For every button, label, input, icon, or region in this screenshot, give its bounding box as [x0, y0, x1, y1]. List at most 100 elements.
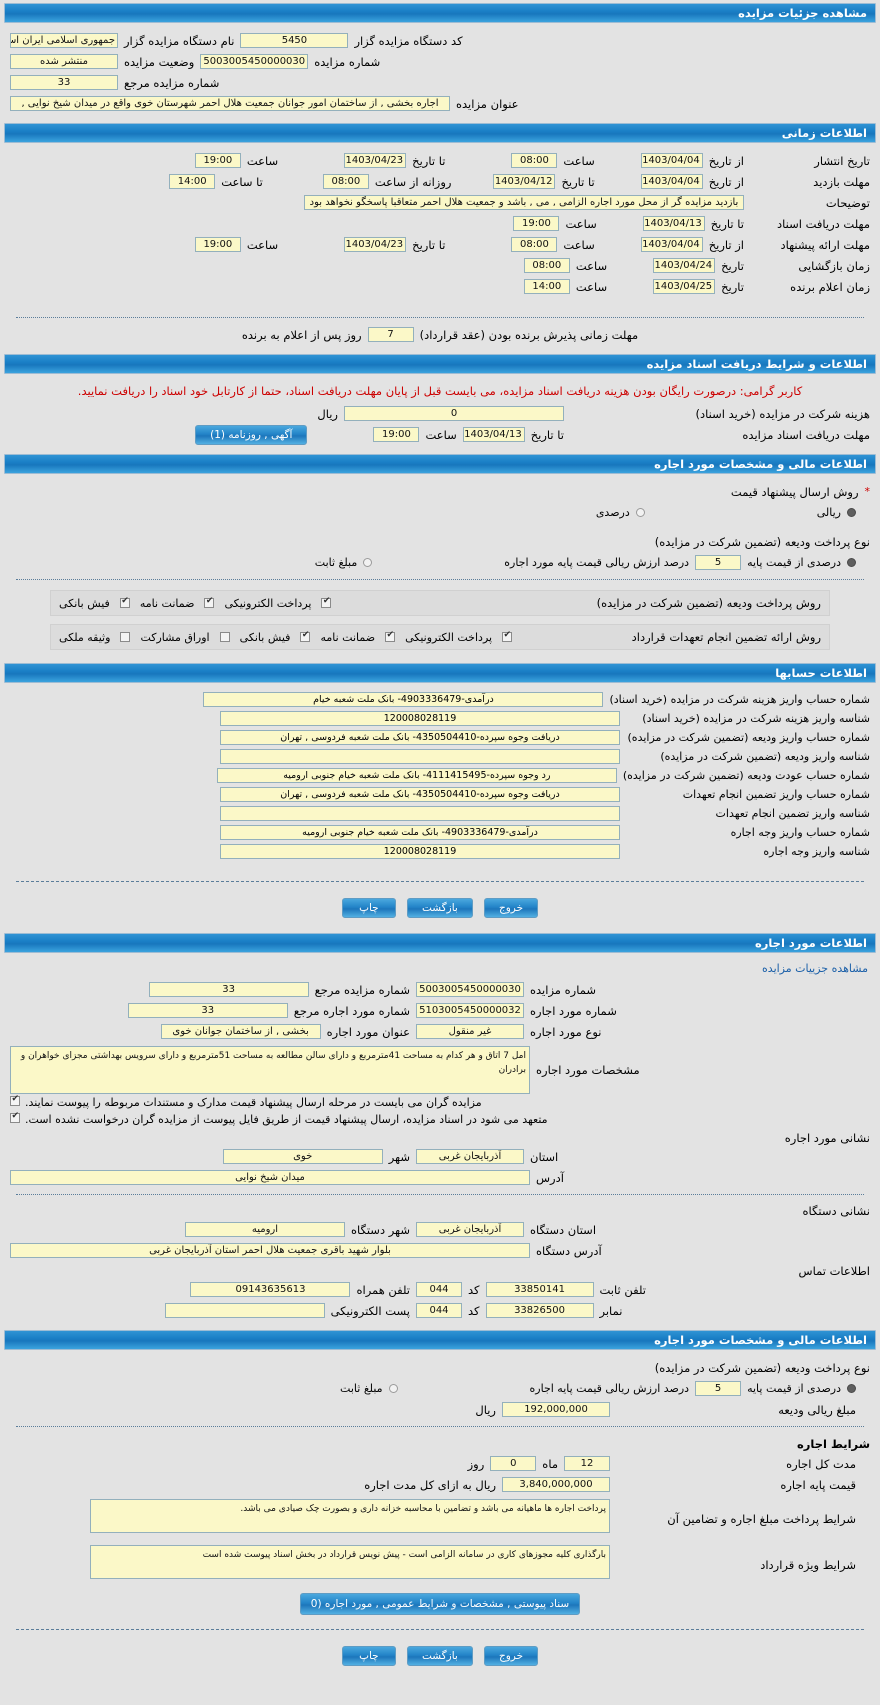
account-value-2: دریافت وجوه سپرده-4350504410- بانک ملت ش…: [220, 730, 620, 745]
rental-auction-number-value: 5003005450000030: [416, 982, 524, 997]
newspaper-notice-button[interactable]: آگهی , روزنامه (1): [195, 424, 308, 445]
auction-number-label: شماره مزایده: [314, 54, 381, 69]
contract-guarantee-wrap: روش ارائه تضمین انجام تعهدات قرارداد پرد…: [10, 620, 870, 654]
rental-ref-auction-label: شماره مزایده مرجع: [314, 982, 410, 997]
percent-of-base-label-a-2: درصدی از قیمت پایه: [747, 1382, 841, 1395]
fax-value: 33826500: [485, 1303, 594, 1318]
accept-days-value: 7: [367, 327, 414, 342]
print-button-bottom[interactable]: چاپ: [341, 1646, 396, 1666]
accept-label-b: روز پس از اعلام به برنده: [241, 327, 362, 342]
print-button-top[interactable]: چاپ: [341, 898, 396, 918]
price-method-label: روش ارسال پیشنهاد قیمت: [730, 484, 859, 499]
org-city-label: شهر دستگاه: [350, 1222, 410, 1237]
payment-terms-label: شرایط پرداخت مبلغ اجاره و تضامین آن: [667, 1512, 856, 1526]
back-button-top[interactable]: بازگشت: [406, 898, 473, 918]
row-rental-province-city: استان آذربایجان غربی شهر خوی: [10, 1146, 870, 1167]
visit-desc-value: بازدید مزایده گر از محل مورد اجاره الزام…: [304, 195, 744, 210]
account-value-0: درآمدی-4903336479- بانک ملت شعبه خیام: [203, 692, 604, 707]
checkbox-rental-note-1[interactable]: [10, 1094, 20, 1106]
participation-cost-value: 0: [344, 406, 564, 421]
deposit-amount-value: 192,000,000: [502, 1402, 610, 1417]
checkbox-guarantee-electronic[interactable]: [502, 630, 513, 642]
account-row: شناسه واریز تضمین انجام تعهدات: [10, 804, 870, 823]
checkbox-guarantee-property-collateral[interactable]: [120, 632, 131, 642]
doc-deadline-time: 19:00: [373, 427, 420, 442]
rental-specs-value: امل 7 اتاق و هر کدام به مساحت 41مترمربع …: [10, 1046, 530, 1094]
rental-title-value: بخشی , از ساختمان جوانان خوی: [160, 1024, 321, 1039]
view-auction-details-link[interactable]: مشاهده جزییات مزایده: [762, 962, 868, 975]
row-auction-number: شماره مزایده 5003005450000030 وضعیت مزای…: [10, 51, 870, 72]
radio-fixed-amount[interactable]: [363, 558, 373, 567]
offer-to-hour-word: ساعت: [246, 237, 279, 252]
rental-number-value: 5103005450000032: [416, 1003, 524, 1018]
exit-button-top[interactable]: خروج: [483, 898, 539, 918]
account-value-5: دریافت وجوه سپرده-4350504410- بانک ملت ش…: [220, 787, 620, 802]
account-label-4: شماره حساب عودت ودیعه (تضمین شرکت در مزا…: [622, 769, 870, 782]
divider: [16, 1426, 864, 1427]
rental-type-label: نوع مورد اجاره: [530, 1024, 602, 1039]
checkbox-deposit-guarantee-letter[interactable]: [204, 596, 215, 608]
checkbox-deposit-electronic[interactable]: [321, 596, 332, 608]
auction-number-value: 5003005450000030: [200, 54, 309, 69]
row-deposit-type-options: درصدی از قیمت پایه 5 درصد ارزش ریالی قیم…: [10, 552, 870, 573]
account-value-1: 120008028119: [220, 711, 620, 726]
checkbox-deposit-bank-receipt[interactable]: [119, 596, 130, 608]
offer-from-time: 08:00: [511, 237, 558, 252]
row-price-method-options: ریالی درصدی: [10, 502, 870, 523]
row-winner-announcement: زمان اعلام برنده تاریخ 1403/04/25 ساعت 1…: [10, 276, 870, 297]
back-button-bottom[interactable]: بازگشت: [406, 1646, 473, 1666]
attachments-button[interactable]: سناد پیوستی , مشخصات و شرایط عمومی , مور…: [299, 1593, 581, 1615]
row-deposit-type-label-2: نوع پرداخت ودیعه (تضمین شرکت در مزایده): [10, 1357, 870, 1378]
base-price-value: 3,840,000,000: [502, 1477, 610, 1492]
checkbox-guarantee-bank-receipt[interactable]: [300, 630, 311, 642]
row-ref-number: شماره مزایده مرجع 33: [10, 72, 870, 93]
auction-title-value: اجاره بخشی , از ساختمان امور جوانان جمعی…: [10, 96, 450, 111]
status-value: منتشر شده: [10, 54, 118, 69]
visit-from-word: از تاریخ: [708, 174, 744, 189]
checkbox-guarantee-bonds[interactable]: [219, 632, 230, 642]
doc-receive-label: مهلت دریافت اسناد: [777, 216, 870, 231]
exit-button-bottom[interactable]: خروج: [483, 1646, 539, 1666]
rental-info-panel: مشاهده جزییات مزایده شماره مزایده 500300…: [0, 956, 880, 1327]
row-deposit-type-label: نوع پرداخت ودیعه (تضمین شرکت در مزایده): [10, 531, 870, 552]
row-rental-number: شماره مورد اجاره 5103005450000032 شماره …: [10, 1000, 870, 1021]
rental-ref-number-label: شماره مورد اجاره مرجع: [293, 1003, 410, 1018]
base-price-label: قیمت پایه اجاره: [780, 1477, 856, 1492]
mobile-label: تلفن همراه: [356, 1282, 410, 1297]
radio-rial[interactable]: [847, 508, 856, 517]
email-value: [164, 1303, 325, 1318]
doc-receive-to-word: تا تاریخ: [710, 216, 744, 231]
opening-time: 08:00: [523, 258, 570, 273]
org-address-title: نشانی دستگاه: [802, 1204, 870, 1218]
account-row: شناسه واریز هزینه شرکت در مزایده (خرید ا…: [10, 709, 870, 728]
radio-percent[interactable]: [635, 508, 645, 517]
org-address-value: بلوار شهید باقری جمعیت هلال احمر استان آ…: [10, 1243, 530, 1258]
row-payment-terms: شرایط پرداخت مبلغ اجاره و تضامین آن پردا…: [10, 1495, 870, 1539]
checkbox-guarantee-letter[interactable]: [385, 630, 396, 642]
account-row: شناسه واریز وجه اجاره 120008028119: [10, 842, 870, 861]
account-value-6: [220, 806, 620, 821]
radio-percent-of-base[interactable]: [847, 558, 856, 567]
participation-cost-label: هزینه شرکت در مزایده (خرید اسناد): [695, 406, 871, 421]
doc-deadline-to-word: تا تاریخ: [530, 427, 564, 442]
winner-date: 1403/04/25: [653, 279, 716, 294]
rental-type-value: غیر منقول: [416, 1024, 524, 1039]
row-opening-time: زمان بازگشایی تاریخ 1403/04/24 ساعت 08:0…: [10, 255, 870, 276]
deposit-method-label-2: فیش بانکی: [59, 596, 110, 610]
row-org-code: کد دستگاه مزایده گزار 5450 نام دستگاه مز…: [10, 30, 870, 51]
checkbox-rental-note-2[interactable]: [10, 1111, 20, 1123]
radio-fixed-amount-2[interactable]: [388, 1384, 398, 1393]
radio-percent-of-base-2[interactable]: [847, 1384, 856, 1393]
percent-of-base-label-b-2: درصد ارزش ریالی قیمت پایه اجاره: [529, 1382, 690, 1395]
doc-deadline-label: مهلت دریافت اسناد مزایده: [742, 427, 870, 442]
account-row: شماره حساب واریز ودیعه (تضمین شرکت در مز…: [10, 728, 870, 747]
doc-deadline-hour-word: ساعت: [425, 427, 457, 442]
account-label-2: شماره حساب واریز ودیعه (تضمین شرکت در مز…: [627, 731, 870, 744]
winner-label: زمان اعلام برنده: [790, 279, 870, 294]
row-rental-type: نوع مورد اجاره غیر منقول عنوان مورد اجار…: [10, 1021, 870, 1042]
visit-from-time: 08:00: [322, 174, 369, 189]
divider: [16, 579, 864, 580]
row-doc-receive: مهلت دریافت اسناد تا تاریخ 1403/04/13 سا…: [10, 213, 870, 234]
opening-date: 1403/04/24: [653, 258, 716, 273]
visit-to-date: 1403/04/12: [493, 174, 556, 189]
